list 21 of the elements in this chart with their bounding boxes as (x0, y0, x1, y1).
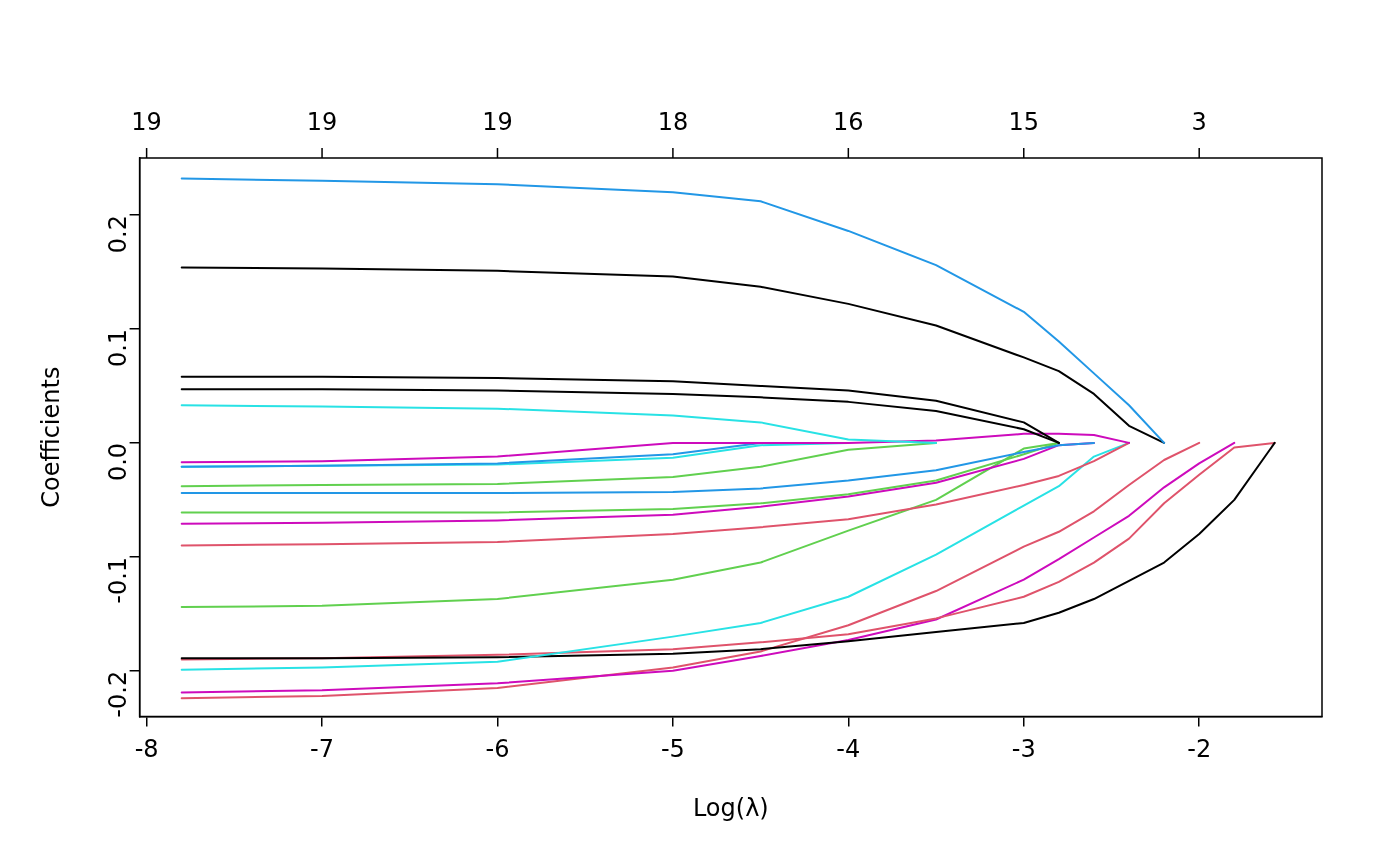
text: 16 (833, 108, 864, 137)
y-tick-label: 0.0 (103, 442, 132, 482)
text: 15 (1008, 108, 1040, 137)
y-tick-label: 0.2 (103, 214, 132, 254)
y-tick-label: 0.1 (103, 328, 132, 368)
x-tick-label: -6 (485, 735, 510, 764)
x-tick-label: -3 (1011, 735, 1036, 764)
y-axis-title: Coefficients (36, 366, 65, 508)
x-tick-label: -4 (836, 735, 861, 764)
text: 18 (657, 108, 689, 137)
x-tick-label: -8 (134, 735, 159, 764)
text: 3 (1191, 108, 1207, 137)
x-tick-label: -7 (310, 735, 335, 764)
x-axis-title: Log(λ) (692, 793, 769, 822)
text: 19 (306, 108, 338, 137)
text: 19 (482, 108, 513, 137)
x-tick-label: -5 (660, 735, 685, 764)
x-tick-label: -2 (1187, 735, 1212, 764)
text: 19 (131, 108, 162, 137)
y-tick-label: -0.1 (103, 556, 132, 604)
y-tick-label: -0.2 (103, 670, 132, 718)
